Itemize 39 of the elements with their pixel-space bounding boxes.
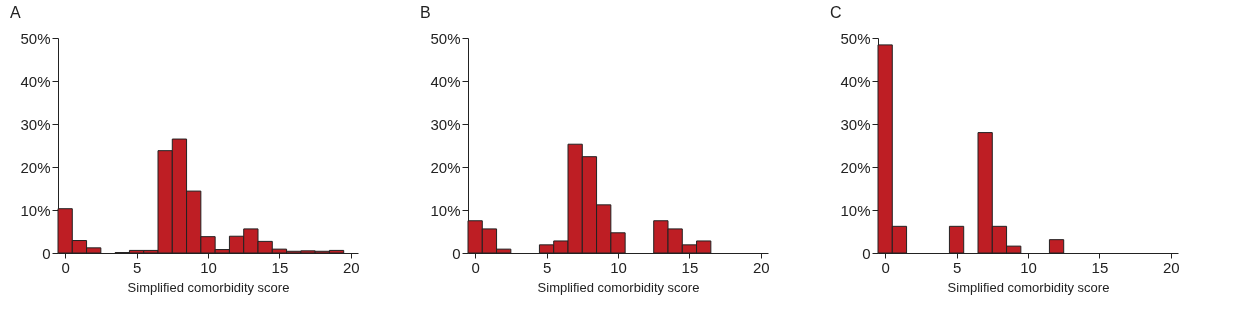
- x-tick-label: 5: [952, 258, 962, 276]
- x-axis-title: Simplified comorbidity score: [537, 279, 700, 295]
- y-tick-label: 10%: [20, 201, 51, 219]
- x-tick-label: 0: [471, 258, 480, 276]
- x-tick-label: 0: [881, 258, 890, 276]
- x-tick-label: 15: [681, 258, 699, 276]
- x-tick-label: 20: [343, 258, 360, 276]
- y-tick-label: 20%: [840, 158, 871, 176]
- y-tick-label: 50%: [430, 29, 461, 47]
- y-tick-label: 50%: [840, 29, 871, 47]
- x-tick-label: 15: [271, 258, 289, 276]
- x-axis-title: Simplified comorbidity score: [127, 279, 290, 295]
- x-tick-label: 0: [61, 258, 70, 276]
- y-tick-label: 20%: [20, 158, 51, 176]
- y-tick-label: 20%: [430, 158, 461, 176]
- y-tick-label: 0: [42, 244, 51, 262]
- y-tick-label: 0: [862, 244, 871, 262]
- x-tick-label: 10: [1020, 258, 1037, 276]
- chart-title: B: [420, 4, 431, 21]
- y-tick-label: 10%: [840, 201, 871, 219]
- y-tick-label: 40%: [840, 72, 871, 90]
- y-tick-label: 30%: [430, 115, 461, 133]
- y-tick-label: 0: [452, 244, 461, 262]
- y-tick-label: 50%: [20, 29, 51, 47]
- y-tick-label: 40%: [20, 72, 51, 90]
- x-tick-label: 5: [542, 258, 552, 276]
- chart-title: C: [830, 4, 842, 21]
- y-tick-label: 40%: [430, 72, 461, 90]
- y-tick-label: 30%: [20, 115, 51, 133]
- x-tick-label: 20: [753, 258, 770, 276]
- y-tick-label: 30%: [840, 115, 871, 133]
- x-axis-title: Simplified comorbidity score: [947, 279, 1110, 295]
- x-tick-label: 10: [200, 258, 217, 276]
- y-tick-label: 10%: [430, 201, 461, 219]
- x-tick-label: 5: [132, 258, 142, 276]
- x-tick-label: 20: [1163, 258, 1180, 276]
- x-tick-label: 10: [610, 258, 627, 276]
- x-tick-label: 15: [1091, 258, 1109, 276]
- chart-title: A: [10, 4, 21, 21]
